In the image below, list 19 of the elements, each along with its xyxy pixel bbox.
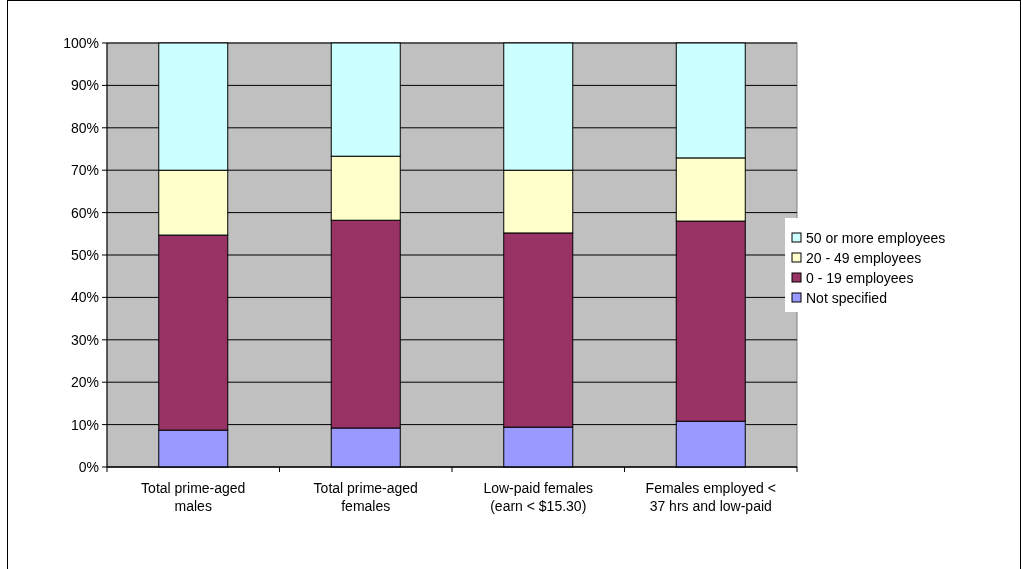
y-tick-label: 90% [70,77,99,94]
y-tick-label: 10% [70,416,99,433]
y-tick-label: 0% [78,458,99,475]
legend-label: Not specified [806,289,887,306]
x-tick-label: Females employed < 37 hrs and low-paid [645,480,776,514]
y-tick-label: 40% [70,289,99,306]
y-tick-label: 60% [70,204,99,221]
legend-label: 0 - 19 employees [806,269,914,286]
y-tick-label: 80% [70,119,99,136]
legend-label: 50 or more employees [806,229,946,246]
x-tick-label: Low-paid females (earn < $15.30) [483,480,594,514]
y-tick-label: 70% [70,162,99,179]
y-tick-label: 100% [63,34,99,51]
x-tick-label: Total prime-aged males [141,480,246,514]
legend-label: 20 - 49 employees [806,249,922,266]
y-tick-label: 50% [70,246,99,263]
y-tick-label: 30% [70,331,99,348]
y-tick-label: 20% [70,374,99,391]
x-tick-label: Total prime-aged females [313,480,418,514]
